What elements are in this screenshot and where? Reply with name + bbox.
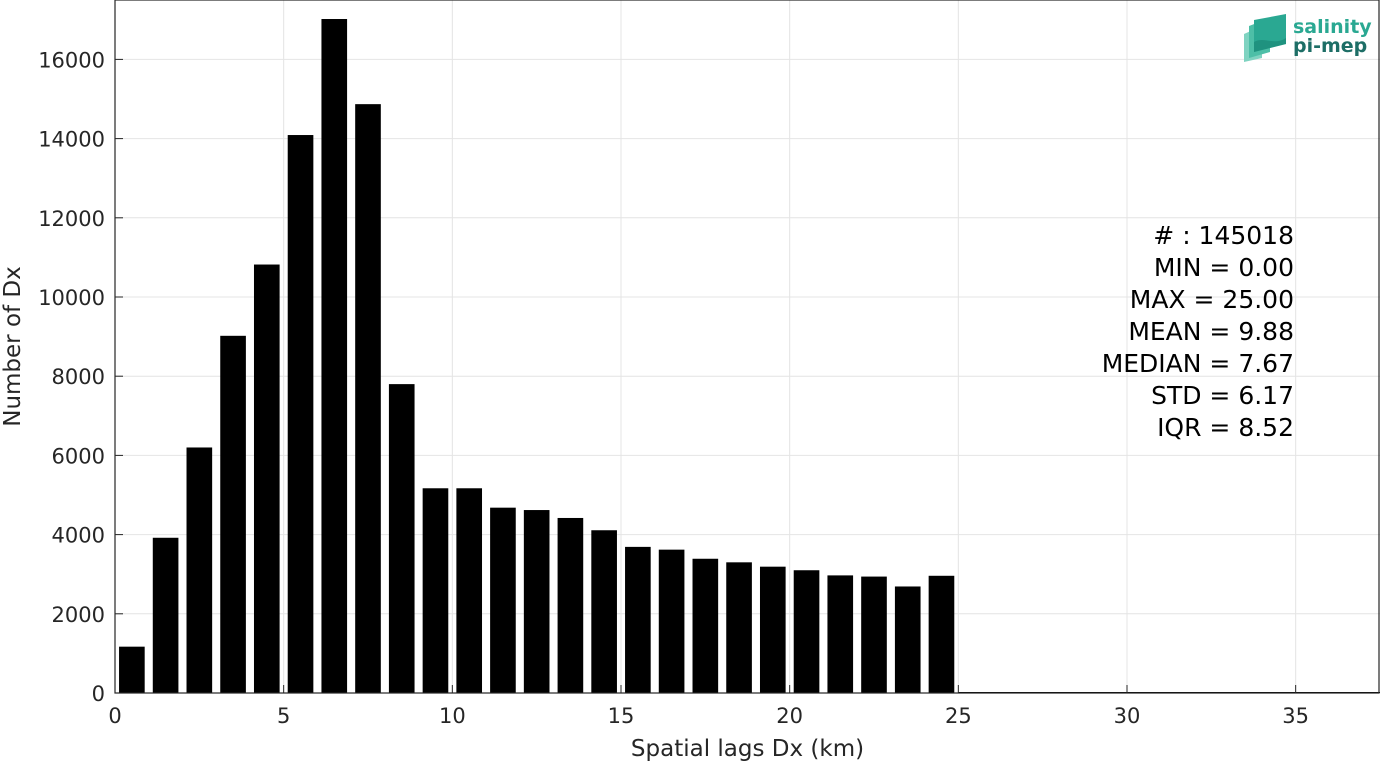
x-axis-label: Spatial lags Dx (km) (631, 736, 864, 762)
x-tick-label: 10 (439, 704, 466, 728)
histogram-bar (355, 104, 381, 693)
histogram-bar (658, 549, 685, 693)
x-tick-label: 35 (1282, 704, 1309, 728)
histogram-bar (625, 546, 651, 693)
histogram-bar (894, 586, 921, 693)
stats-line: IQR = 8.52 (1157, 413, 1294, 442)
stats-line: # : 145018 (1153, 221, 1294, 250)
histogram-bar (557, 517, 584, 693)
stats-line: MEDIAN = 7.67 (1102, 349, 1294, 378)
x-tick-label: 15 (608, 704, 635, 728)
y-tick-label: 4000 (52, 524, 105, 548)
histogram-bar (490, 507, 516, 693)
histogram-bar (861, 576, 887, 693)
histogram-bar (220, 335, 246, 693)
histogram-bar (253, 264, 280, 693)
waves-icon (1244, 14, 1286, 62)
histogram-bar (928, 575, 955, 693)
histogram-bar (827, 575, 854, 693)
y-tick-label: 10000 (38, 286, 105, 310)
x-tick-label: 20 (776, 704, 803, 728)
histogram-bar (726, 562, 752, 693)
histogram-bar (793, 570, 820, 693)
histogram-bar (321, 19, 348, 694)
y-tick-label: 16000 (38, 48, 105, 72)
histogram-bar (591, 530, 617, 693)
histogram-bar (152, 537, 179, 693)
y-tick-labels: 0 2000 4000 6000 8000 10000 12000 14000 16000 (38, 48, 105, 706)
y-tick-label: 0 (92, 682, 105, 706)
histogram-bar (759, 566, 786, 693)
histogram-bar (456, 488, 483, 693)
salinity-pi-mep-logo: salinity pi-mep (1244, 14, 1372, 62)
axes-box (114, 0, 1380, 694)
x-tick-label: 0 (108, 704, 121, 728)
bars (119, 19, 1380, 694)
y-tick-label: 12000 (38, 207, 105, 231)
y-tick-label: 6000 (52, 444, 105, 468)
histogram-bar (692, 558, 719, 693)
histogram-bar (119, 646, 145, 693)
logo-text-salinity: salinity (1293, 16, 1372, 38)
stats-line: MIN = 0.00 (1154, 253, 1294, 282)
x-tick-label: 5 (277, 704, 290, 728)
histogram-bar (523, 510, 550, 693)
histogram-bar (388, 384, 415, 693)
y-tick-label: 2000 (52, 603, 105, 627)
stats-line: STD = 6.17 (1151, 381, 1294, 410)
histogram-bar (287, 135, 314, 693)
histogram-bar (422, 488, 449, 693)
x-tick-label: 25 (945, 704, 972, 728)
y-tick-label: 14000 (38, 128, 105, 152)
x-tick-label: 30 (1114, 704, 1141, 728)
y-axis-label: Number of Dx (0, 266, 26, 427)
stats-line: MEAN = 9.88 (1128, 317, 1294, 346)
stats-line: MAX = 25.00 (1130, 285, 1294, 314)
logo-text-pi-mep: pi-mep (1293, 35, 1367, 57)
statistics-annotation: # : 145018 MIN = 0.00 MAX = 25.00 MEAN = 9.… (1102, 221, 1294, 442)
histogram-bar (186, 447, 213, 693)
tick-marks (114, 58, 1297, 694)
y-tick-label: 8000 (52, 365, 105, 389)
x-tick-labels: 0 5 10 15 20 25 30 35 (108, 704, 1309, 728)
